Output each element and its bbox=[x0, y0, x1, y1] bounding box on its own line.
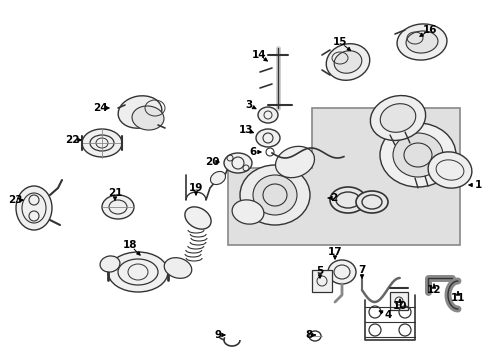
Ellipse shape bbox=[275, 146, 315, 178]
Text: 3: 3 bbox=[245, 100, 253, 110]
Text: 8: 8 bbox=[305, 330, 313, 340]
Ellipse shape bbox=[118, 96, 162, 128]
Ellipse shape bbox=[406, 31, 438, 53]
Text: 23: 23 bbox=[8, 195, 22, 205]
Ellipse shape bbox=[397, 24, 447, 60]
Text: 2: 2 bbox=[330, 193, 338, 203]
Ellipse shape bbox=[240, 165, 310, 225]
Ellipse shape bbox=[82, 129, 122, 157]
Text: 4: 4 bbox=[384, 310, 392, 320]
Ellipse shape bbox=[334, 51, 362, 73]
Ellipse shape bbox=[185, 207, 211, 229]
Bar bbox=[312, 270, 332, 292]
Text: 16: 16 bbox=[423, 25, 437, 35]
Ellipse shape bbox=[102, 195, 134, 219]
Bar bbox=[390, 292, 408, 310]
Text: 22: 22 bbox=[65, 135, 79, 145]
Text: 1: 1 bbox=[474, 180, 482, 190]
Ellipse shape bbox=[380, 104, 416, 132]
Ellipse shape bbox=[100, 256, 120, 272]
Text: 14: 14 bbox=[252, 50, 266, 60]
Ellipse shape bbox=[253, 175, 297, 215]
Ellipse shape bbox=[326, 44, 370, 80]
Text: 10: 10 bbox=[393, 301, 407, 311]
Ellipse shape bbox=[132, 106, 164, 130]
Ellipse shape bbox=[380, 123, 456, 187]
Ellipse shape bbox=[256, 129, 280, 147]
Text: 9: 9 bbox=[215, 330, 221, 340]
Ellipse shape bbox=[428, 152, 472, 188]
Ellipse shape bbox=[16, 186, 52, 230]
Ellipse shape bbox=[232, 200, 264, 224]
Text: 15: 15 bbox=[333, 37, 347, 47]
Text: 21: 21 bbox=[108, 188, 122, 198]
Text: 7: 7 bbox=[358, 265, 366, 275]
Ellipse shape bbox=[393, 133, 443, 177]
Text: 24: 24 bbox=[93, 103, 107, 113]
Ellipse shape bbox=[356, 191, 388, 213]
Text: 5: 5 bbox=[317, 266, 323, 276]
Ellipse shape bbox=[330, 187, 366, 213]
Ellipse shape bbox=[224, 153, 252, 173]
Polygon shape bbox=[228, 108, 460, 245]
Text: 6: 6 bbox=[249, 147, 257, 157]
Text: 11: 11 bbox=[451, 293, 465, 303]
Ellipse shape bbox=[108, 252, 168, 292]
Ellipse shape bbox=[258, 107, 278, 123]
Text: 18: 18 bbox=[123, 240, 137, 250]
Ellipse shape bbox=[370, 95, 426, 140]
Ellipse shape bbox=[164, 258, 192, 278]
Text: 13: 13 bbox=[239, 125, 253, 135]
Ellipse shape bbox=[328, 260, 356, 284]
Text: 19: 19 bbox=[189, 183, 203, 193]
Text: 17: 17 bbox=[328, 247, 343, 257]
Ellipse shape bbox=[210, 171, 225, 185]
Text: 12: 12 bbox=[427, 285, 441, 295]
Text: 20: 20 bbox=[205, 157, 219, 167]
